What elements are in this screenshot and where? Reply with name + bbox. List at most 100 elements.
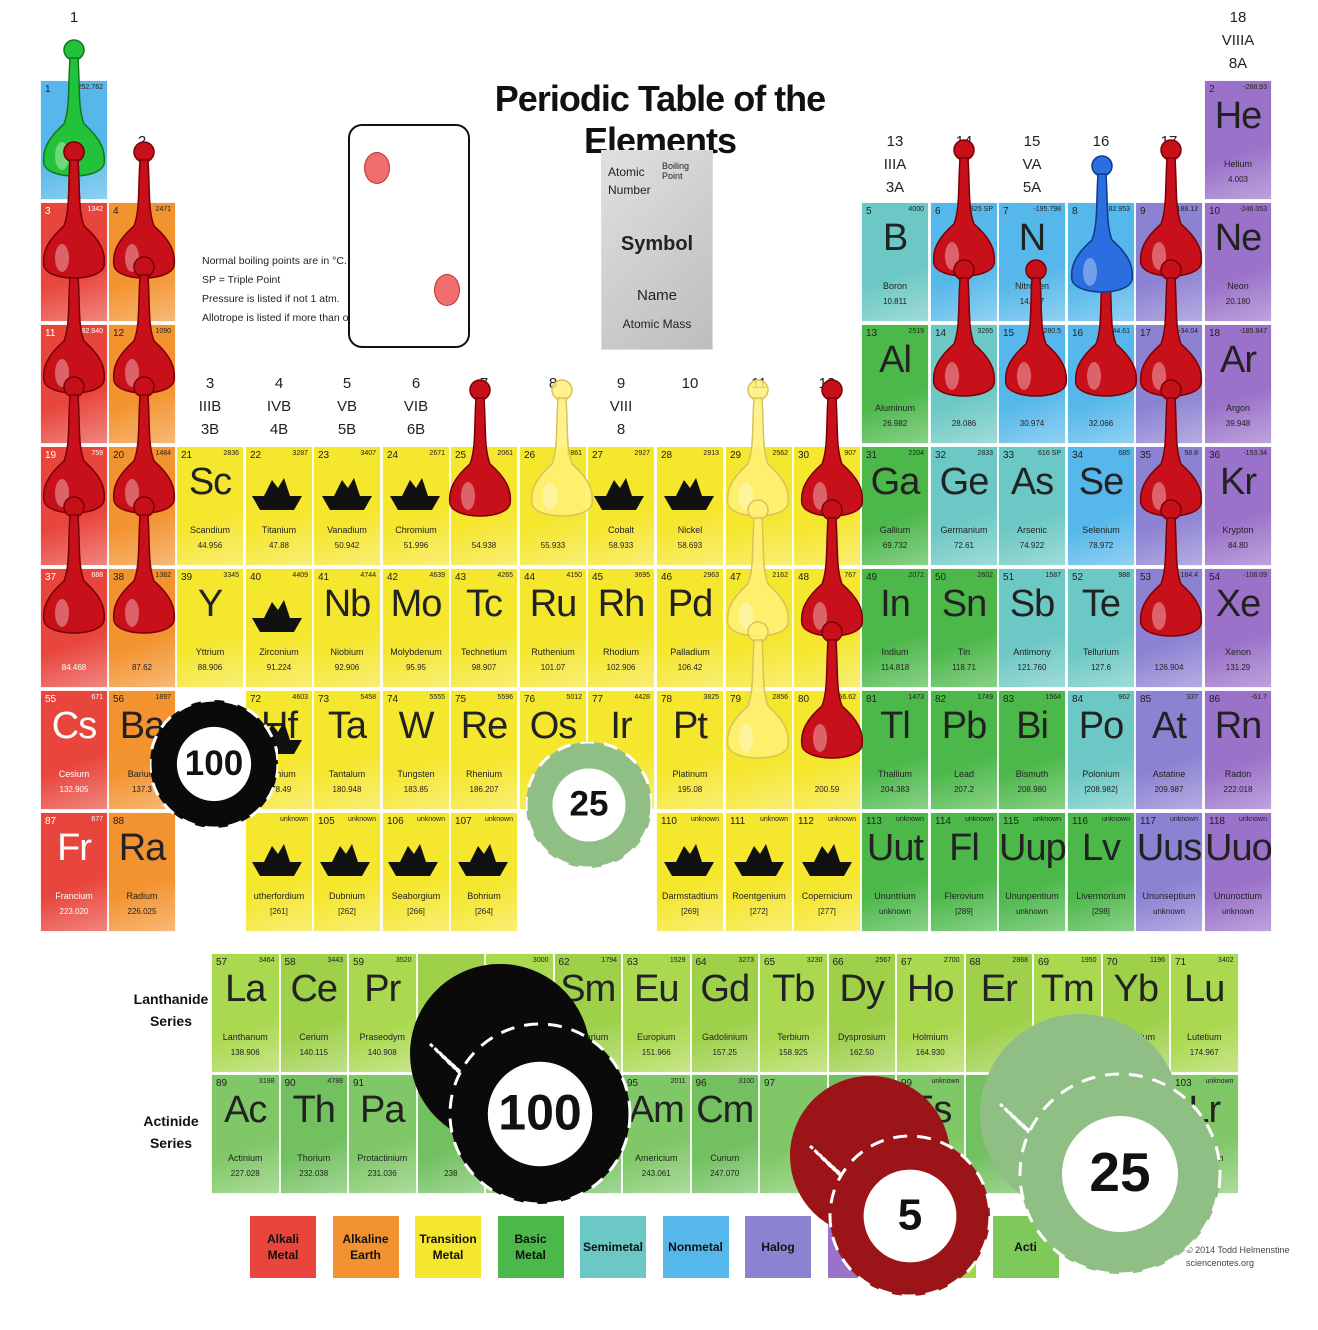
element-cell[interactable]: 115 unknown Uup Ununpentium unknown bbox=[998, 812, 1066, 932]
red-pawn[interactable] bbox=[108, 495, 180, 643]
element-cell[interactable]: 86 -61.7 Rn Radon 222.018 bbox=[1204, 690, 1272, 810]
red-pawn[interactable] bbox=[1135, 378, 1207, 526]
actinide-element-cell[interactable]: 90 4788 Th Thorium 232.038 bbox=[279, 1074, 348, 1194]
element-cell[interactable]: 43 4265 Tc Technetium 98.907 bbox=[450, 568, 518, 688]
poker-chip[interactable]: 25 bbox=[526, 742, 652, 868]
element-cell[interactable]: 105 unknown Dubnium [262] bbox=[313, 812, 381, 932]
element-cell[interactable]: 52 988 Te Tellurium 127.6 bbox=[1067, 568, 1135, 688]
element-cell[interactable]: 42 4639 Mo Molybdenum 95.95 bbox=[382, 568, 450, 688]
lanthanide-element-cell[interactable]: 71 3402 Lu Lutetium 174.967 bbox=[1170, 953, 1239, 1073]
actinide-element-cell[interactable]: 89 3198 Ac Actinium 227.028 bbox=[211, 1074, 280, 1194]
poker-chip[interactable]: 100 bbox=[150, 700, 278, 828]
lanthanide-element-cell[interactable]: 65 3230 Tb Terbium 158.925 bbox=[759, 953, 828, 1073]
atomic-mass: 127.6 bbox=[1090, 663, 1112, 672]
element-cell[interactable]: 74 5555 W Tungsten 183.85 bbox=[382, 690, 450, 810]
boat-piece[interactable] bbox=[388, 474, 442, 514]
element-cell[interactable]: 51 1587 Sb Antimony 121.760 bbox=[998, 568, 1066, 688]
element-cell[interactable]: 75 5596 Re Rhenium 186.207 bbox=[450, 690, 518, 810]
element-cell[interactable]: 31 2204 Ga Gallium 69.732 bbox=[861, 446, 929, 566]
element-cell[interactable]: 33 616 SP As Arsenic 74.922 bbox=[998, 446, 1066, 566]
red-pawn[interactable] bbox=[108, 140, 180, 288]
die[interactable] bbox=[348, 124, 470, 348]
lanthanide-element-cell[interactable]: 58 3443 Ce Cerium 140.115 bbox=[279, 953, 348, 1073]
element-cell[interactable]: 21 2836 Sc Scandium 44.956 bbox=[176, 446, 244, 566]
boat-piece[interactable] bbox=[250, 474, 304, 514]
element-cell[interactable]: 36 -153.34 Kr Krypton 84.80 bbox=[1204, 446, 1272, 566]
element-cell[interactable]: 55 671 Cs Cesium 132.905 bbox=[40, 690, 108, 810]
red-pawn[interactable] bbox=[1135, 498, 1207, 646]
boat-piece[interactable] bbox=[320, 474, 374, 514]
element-cell[interactable]: 85 337 At Astatine 209.987 bbox=[1135, 690, 1203, 810]
poker-chip[interactable]: 25 bbox=[966, 1000, 1226, 1280]
element-cell[interactable]: 78 3825 Pt Platinum 195.08 bbox=[656, 690, 724, 810]
red-pawn[interactable] bbox=[38, 140, 110, 288]
red-pawn[interactable] bbox=[108, 255, 180, 403]
element-cell[interactable]: 49 2072 In Indium 114.818 bbox=[861, 568, 929, 688]
yellow-pawn[interactable] bbox=[722, 620, 794, 768]
yellow-pawn[interactable] bbox=[722, 498, 794, 646]
poker-chip[interactable]: 5 bbox=[776, 1062, 996, 1302]
boat-piece[interactable] bbox=[318, 840, 372, 880]
actinide-element-cell[interactable]: 91 Pa Protactinium 231.036 bbox=[348, 1074, 417, 1194]
red-pawn[interactable] bbox=[38, 375, 110, 523]
boat-piece[interactable] bbox=[250, 840, 304, 880]
blue-pawn[interactable] bbox=[1066, 154, 1138, 302]
lanthanide-element-cell[interactable]: 63 1529 Eu Europium 151.966 bbox=[622, 953, 691, 1073]
boat-piece[interactable] bbox=[662, 474, 716, 514]
element-cell[interactable]: 110 unknown Darmstadtium [269] bbox=[656, 812, 724, 932]
boat-piece[interactable] bbox=[250, 596, 304, 636]
element-cell[interactable]: 113 unknown Uut Ununtrium unknown bbox=[861, 812, 929, 932]
red-pawn[interactable] bbox=[928, 258, 1000, 406]
element-cell[interactable]: 46 2963 Pd Palladium 106.42 bbox=[656, 568, 724, 688]
boat-piece[interactable] bbox=[800, 840, 854, 880]
boat-piece[interactable] bbox=[456, 840, 510, 880]
red-pawn[interactable] bbox=[444, 378, 516, 526]
lanthanide-element-cell[interactable]: 59 3520 Pr Praseodym 140.908 bbox=[348, 953, 417, 1073]
boat-piece[interactable] bbox=[732, 840, 786, 880]
element-cell[interactable]: 32 2833 Ge Germanium 72.61 bbox=[930, 446, 998, 566]
poker-chip[interactable]: 100 bbox=[396, 950, 636, 1210]
element-cell[interactable]: 34 685 Se Selenium 78.972 bbox=[1067, 446, 1135, 566]
boat-piece[interactable] bbox=[386, 840, 440, 880]
element-cell[interactable]: 41 4744 Nb Niobium 92.906 bbox=[313, 568, 381, 688]
red-pawn[interactable] bbox=[1000, 258, 1072, 406]
red-pawn[interactable] bbox=[928, 138, 1000, 286]
element-cell[interactable]: 10 -246.053 Ne Neon 20.180 bbox=[1204, 202, 1272, 322]
red-pawn[interactable] bbox=[38, 495, 110, 643]
boat-piece[interactable] bbox=[662, 840, 716, 880]
element-cell[interactable]: 83 1564 Bi Bismuth 208.980 bbox=[998, 690, 1066, 810]
element-cell[interactable]: 18 -185.847 Ar Argon 39.948 bbox=[1204, 324, 1272, 444]
element-cell[interactable]: 82 1749 Pb Lead 207.2 bbox=[930, 690, 998, 810]
atomic-mass: 231.036 bbox=[367, 1169, 397, 1178]
boiling-point: unknown bbox=[279, 816, 308, 823]
element-cell[interactable]: 5 4000 B Boron 10.811 bbox=[861, 202, 929, 322]
element-cell[interactable]: 114 unknown Fl Flerovium [289] bbox=[930, 812, 998, 932]
lanthanide-element-cell[interactable]: 64 3273 Gd Gadolinium 157.25 bbox=[690, 953, 759, 1073]
lanthanide-element-cell[interactable]: 66 2567 Dy Dysprosium 162.50 bbox=[827, 953, 896, 1073]
yellow-pawn[interactable] bbox=[526, 378, 598, 526]
red-pawn[interactable] bbox=[796, 620, 868, 768]
element-cell[interactable]: 73 5458 Ta Tantalum 180.948 bbox=[313, 690, 381, 810]
red-pawn[interactable] bbox=[1135, 138, 1207, 286]
element-cell[interactable]: 87 677 Fr Francium 223.020 bbox=[40, 812, 108, 932]
element-cell[interactable]: 116 unknown Lv Livermorium [298] bbox=[1067, 812, 1135, 932]
element-cell[interactable]: 118 unknown Uuo Ununoctium unknown bbox=[1204, 812, 1272, 932]
element-cell[interactable]: 22 3287 Titanium 47.88 bbox=[245, 446, 313, 566]
element-cell[interactable]: 44 4150 Ru Ruthenium 101.07 bbox=[519, 568, 587, 688]
green-pawn[interactable] bbox=[38, 38, 110, 186]
actinide-element-cell[interactable]: 96 3100 Cm Curium 247.070 bbox=[690, 1074, 759, 1194]
element-cell[interactable]: 84 962 Po Polonium [208.982] bbox=[1067, 690, 1135, 810]
element-cell[interactable]: 117 unknown Uus Ununseptium unknown bbox=[1135, 812, 1203, 932]
element-cell[interactable]: 13 2519 Al Aluminum 26.982 bbox=[861, 324, 929, 444]
element-cell[interactable]: 39 3345 Y Yttrium 88.906 bbox=[176, 568, 244, 688]
element-cell[interactable]: 45 3695 Rh Rhodium 102.906 bbox=[587, 568, 655, 688]
atomic-mass: 58.933 bbox=[608, 541, 634, 550]
element-cell[interactable]: 81 1473 Tl Thallium 204.383 bbox=[861, 690, 929, 810]
lanthanide-element-cell[interactable]: 67 2700 Ho Holmium 164.930 bbox=[896, 953, 965, 1073]
element-cell[interactable]: 88 Ra Radium 226.025 bbox=[108, 812, 176, 932]
element-cell[interactable]: 54 -108.09 Xe Xenon 131.29 bbox=[1204, 568, 1272, 688]
element-cell[interactable]: 50 2602 Sn Tin 118.71 bbox=[930, 568, 998, 688]
element-cell[interactable]: 2 -268.93 He Helium 4.003 bbox=[1204, 80, 1272, 200]
lanthanide-element-cell[interactable]: 57 3464 La Lanthanum 138.906 bbox=[211, 953, 280, 1073]
boat-piece[interactable] bbox=[592, 474, 646, 514]
